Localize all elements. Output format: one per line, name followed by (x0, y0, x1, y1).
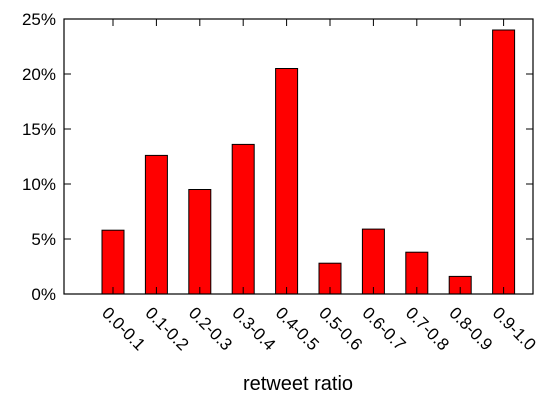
bar-0.9-1.0 (492, 29, 516, 295)
x-tick-label: 0.1-0.2 (142, 303, 193, 354)
y-tick-label: 10% (22, 175, 56, 194)
x-tick-label: 0.0-0.1 (98, 303, 149, 354)
plot-frame (63, 18, 534, 295)
y-tick-label: 5% (31, 230, 56, 249)
bar-0.1-0.2 (144, 154, 168, 295)
bars (101, 29, 516, 295)
x-tick-label: 0.8-0.9 (445, 303, 496, 354)
x-tick-label: 0.5-0.6 (315, 303, 366, 354)
y-tick-label: 25% (22, 10, 56, 29)
x-tick-label: 0.4-0.5 (272, 303, 323, 354)
bar-0.3-0.4 (231, 143, 255, 295)
y-axis: 0% 5% 10% 15% 20% 25% (22, 10, 533, 304)
x-tick-label: 0.7-0.8 (402, 303, 453, 354)
y-tick-label: 15% (22, 120, 56, 139)
x-tick-label: 0.2-0.3 (185, 303, 236, 354)
y-tick-label: 0% (31, 285, 56, 304)
x-tick-label: 0.6-0.7 (359, 303, 410, 354)
x-tick-label: 0.3-0.4 (228, 303, 279, 354)
x-axis-label: retweet ratio (243, 373, 353, 394)
bar-0.0-0.1 (101, 229, 125, 295)
y-tick-label: 20% (22, 65, 56, 84)
bar-0.4-0.5 (275, 68, 299, 295)
bar-0.6-0.7 (361, 228, 385, 295)
bar-0.2-0.3 (188, 189, 212, 295)
x-tick-label: 0.9-1.0 (489, 303, 540, 354)
